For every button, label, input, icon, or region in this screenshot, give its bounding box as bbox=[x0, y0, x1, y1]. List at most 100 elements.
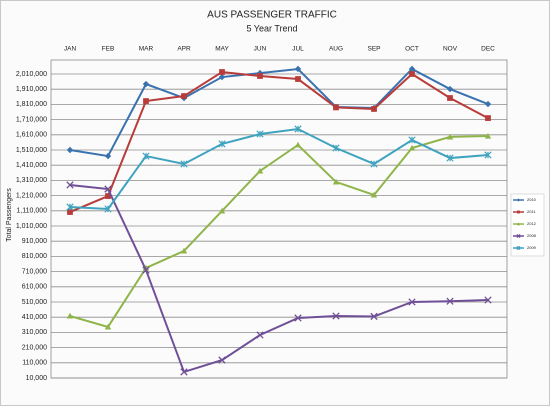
marker bbox=[447, 95, 453, 101]
marker bbox=[256, 331, 264, 339]
legend-label: 2012 bbox=[527, 221, 537, 226]
series-line bbox=[69, 127, 489, 211]
marker bbox=[256, 167, 264, 174]
x-tick-label: DEC bbox=[481, 46, 495, 53]
y-tick-label: 1,410,000 bbox=[16, 162, 47, 169]
y-axis-label: Total Passengers bbox=[6, 188, 13, 242]
marker bbox=[294, 125, 302, 133]
legend-label: 2010 bbox=[527, 197, 537, 202]
marker bbox=[256, 130, 264, 138]
y-tick-label: 1,110,000 bbox=[16, 208, 47, 215]
y-tick-label: 2,010,000 bbox=[16, 71, 47, 78]
marker bbox=[294, 65, 302, 73]
marker bbox=[484, 100, 492, 108]
marker bbox=[66, 203, 74, 211]
marker bbox=[516, 198, 521, 202]
y-tick-label: 1,210,000 bbox=[16, 192, 47, 199]
legend-marker bbox=[516, 233, 521, 239]
marker bbox=[181, 93, 187, 99]
series-line bbox=[69, 183, 489, 374]
y-tick-label: 1,310,000 bbox=[16, 177, 47, 184]
marker bbox=[333, 104, 339, 111]
legend-marker bbox=[516, 222, 521, 226]
marker bbox=[104, 152, 112, 160]
marker bbox=[370, 191, 378, 198]
series-line bbox=[69, 67, 489, 158]
marker bbox=[66, 146, 74, 154]
marker bbox=[370, 160, 378, 168]
marker bbox=[257, 73, 263, 79]
chart-subtitle: 5 Year Trend bbox=[246, 23, 297, 33]
series-line bbox=[69, 135, 489, 329]
series-line bbox=[69, 70, 489, 213]
x-tick-label: OCT bbox=[405, 46, 419, 53]
marker bbox=[218, 140, 226, 148]
y-tick-label: 710,000 bbox=[22, 268, 47, 275]
legend-label: 2008 bbox=[527, 233, 537, 238]
legend-label: 2009 bbox=[527, 245, 537, 250]
marker bbox=[485, 115, 491, 121]
marker bbox=[332, 178, 340, 185]
marker bbox=[484, 132, 492, 139]
marker bbox=[371, 106, 377, 112]
marker bbox=[66, 312, 74, 319]
marker bbox=[142, 80, 150, 88]
marker bbox=[446, 154, 454, 162]
marker bbox=[142, 266, 150, 274]
y-tick-label: 1,910,000 bbox=[16, 86, 47, 93]
marker bbox=[143, 98, 149, 104]
marker bbox=[484, 296, 492, 304]
x-tick-label: AUG bbox=[329, 46, 343, 53]
legend-marker bbox=[516, 198, 521, 202]
marker bbox=[142, 152, 150, 160]
marker bbox=[446, 133, 454, 140]
marker bbox=[104, 185, 112, 193]
legend-label: 2011 bbox=[527, 209, 536, 214]
marker bbox=[66, 181, 74, 189]
legend-box bbox=[510, 193, 545, 257]
marker bbox=[408, 65, 416, 73]
marker bbox=[484, 151, 492, 159]
y-tick-label: 1,510,000 bbox=[16, 147, 47, 154]
y-tick-label: 610,000 bbox=[22, 284, 47, 291]
marker bbox=[370, 312, 378, 321]
marker bbox=[516, 233, 521, 239]
y-tick-label: 1,610,000 bbox=[16, 132, 47, 139]
y-tick-label: 810,000 bbox=[22, 253, 47, 260]
marker bbox=[180, 247, 188, 254]
marker bbox=[332, 144, 340, 152]
marker bbox=[446, 297, 454, 305]
marker bbox=[294, 314, 302, 322]
y-tick-label: 10,000 bbox=[26, 375, 48, 382]
y-tick-label: 210,000 bbox=[22, 344, 47, 351]
y-tick-label: 910,000 bbox=[22, 238, 47, 245]
marker bbox=[408, 144, 416, 151]
marker bbox=[408, 136, 416, 144]
x-tick-label: JUL bbox=[292, 46, 304, 53]
marker bbox=[408, 298, 416, 306]
marker bbox=[295, 76, 301, 82]
marker bbox=[218, 73, 226, 81]
marker bbox=[180, 368, 188, 376]
marker bbox=[294, 141, 302, 148]
marker bbox=[517, 210, 520, 214]
x-tick-label: MAR bbox=[139, 46, 154, 53]
y-tick-label: 110,000 bbox=[22, 360, 47, 367]
chart-title: AUS PASSENGER TRAFFIC bbox=[207, 10, 337, 21]
marker bbox=[104, 205, 112, 213]
marker bbox=[105, 193, 111, 199]
legend-marker bbox=[516, 245, 521, 251]
marker bbox=[256, 69, 264, 77]
marker bbox=[180, 160, 188, 168]
x-tick-label: NOV bbox=[443, 46, 458, 53]
y-tick-label: 410,000 bbox=[22, 314, 47, 321]
legend-marker bbox=[517, 210, 520, 214]
x-tick-label: JAN bbox=[64, 46, 77, 53]
marker bbox=[218, 356, 226, 364]
marker bbox=[409, 71, 415, 77]
marker bbox=[218, 207, 226, 214]
y-tick-label: 1,810,000 bbox=[16, 101, 47, 108]
x-tick-label: SEP bbox=[367, 46, 380, 53]
